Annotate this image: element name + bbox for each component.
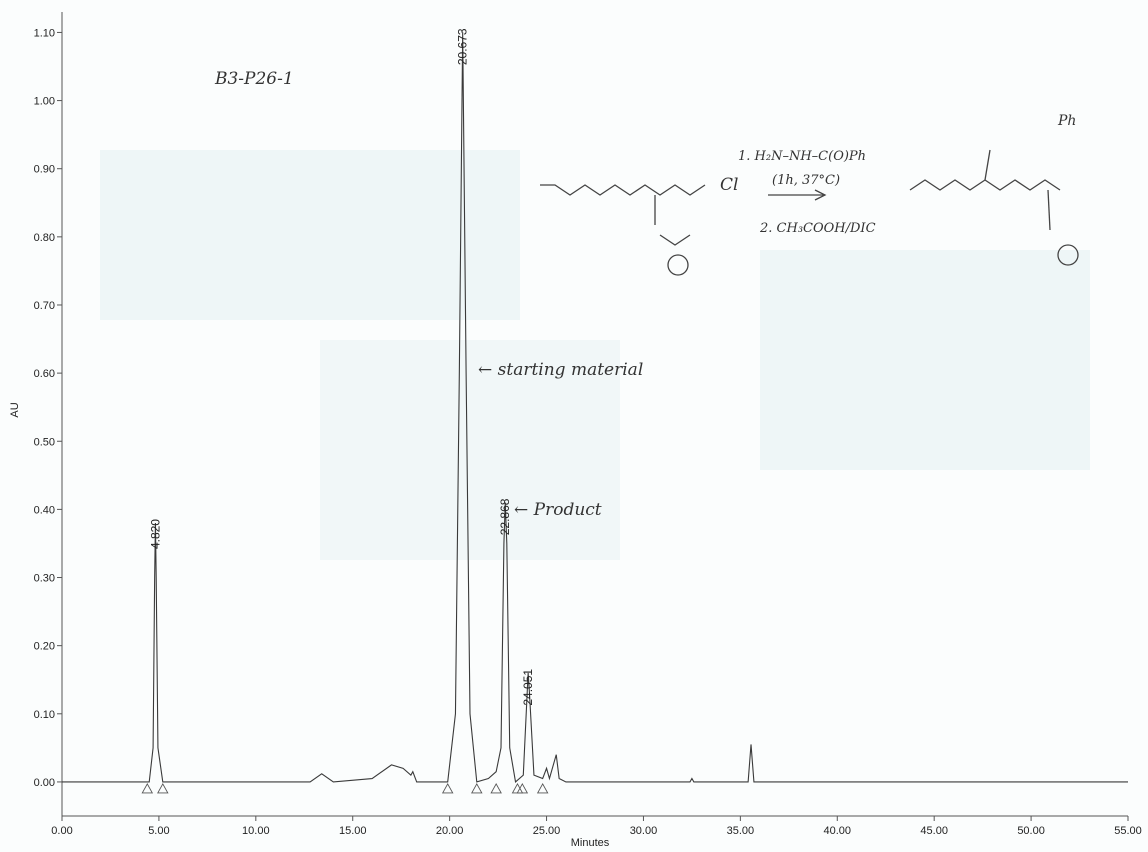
x-tick-label: 10.00 (242, 825, 270, 837)
x-tick-label: 20.00 (436, 825, 464, 837)
chart: AU Minutes B3-P26-1 ← starting material … (0, 0, 1148, 852)
annotation: ← starting material (478, 360, 643, 380)
peak-label: 4.820 (148, 519, 162, 549)
annotation: Ph (1057, 113, 1076, 129)
annotation: ← Product (514, 500, 602, 520)
y-tick-label: 0.50 (34, 436, 55, 448)
y-tick-label: 0.10 (34, 709, 55, 721)
y-tick-label: 0.80 (34, 232, 55, 244)
x-tick-label: 25.00 (533, 825, 561, 837)
annotation: (1h, 37°C) (772, 173, 840, 188)
x-tick-label: 40.00 (824, 825, 852, 837)
annotation: 2. CH₃COOH/DIC (759, 221, 876, 236)
x-tick-label: 45.00 (920, 825, 948, 837)
y-tick-label: 1.10 (34, 27, 55, 39)
peak-label: 24.051 (521, 669, 535, 706)
y-tick-label: 0.70 (34, 300, 55, 312)
y-tick-label: 0.20 (34, 641, 55, 653)
y-tick-label: 0.60 (34, 368, 55, 380)
scan-tint (760, 250, 1090, 470)
x-tick-label: 50.00 (1017, 825, 1045, 837)
x-tick-label: 30.00 (630, 825, 658, 837)
x-tick-label: 0.00 (51, 825, 72, 837)
scan-tint (100, 150, 520, 320)
annotation: Cl (720, 175, 738, 195)
peak-label: 20.673 (456, 28, 470, 65)
sample-id: B3-P26-1 (214, 69, 294, 89)
x-axis-label: Minutes (571, 837, 610, 849)
y-tick-label: 0.40 (34, 504, 55, 516)
y-axis-label: AU (9, 402, 21, 417)
y-tick-label: 1.00 (34, 96, 55, 108)
x-tick-label: 35.00 (727, 825, 755, 837)
x-tick-label: 55.00 (1114, 825, 1142, 837)
x-tick-label: 15.00 (339, 825, 367, 837)
peak-label: 22.868 (498, 498, 512, 535)
x-tick-label: 5.00 (148, 825, 169, 837)
y-tick-label: 0.00 (34, 777, 55, 789)
y-tick-label: 0.30 (34, 573, 55, 585)
annotation: 1. H₂N–NH–C(O)Ph (738, 149, 866, 164)
y-tick-label: 0.90 (34, 164, 55, 176)
